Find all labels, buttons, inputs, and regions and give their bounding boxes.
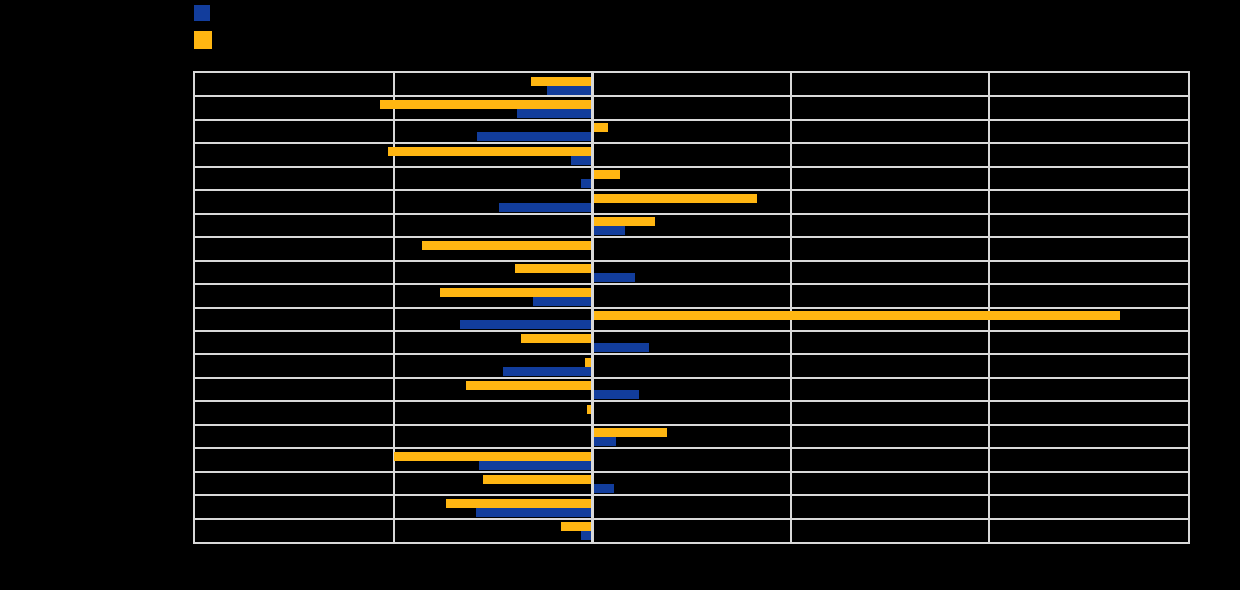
row-gridline — [195, 212, 1188, 215]
bar-yellow-row-8 — [421, 240, 591, 250]
row-gridline — [195, 259, 1188, 262]
bar-blue-row-18 — [593, 484, 614, 494]
bar-yellow-row-12 — [521, 334, 591, 344]
bar-blue-row-3 — [477, 132, 591, 142]
bar-blue-row-19 — [475, 507, 591, 517]
bar-blue-row-10 — [533, 296, 591, 306]
plot-area — [193, 71, 1190, 544]
bar-yellow-row-2 — [380, 99, 591, 109]
bar-yellow-row-11 — [593, 311, 1120, 320]
bar-yellow-row-3 — [593, 123, 608, 133]
bar-yellow-row-14 — [465, 381, 591, 391]
row-gridline — [195, 353, 1188, 356]
bar-blue-row-7 — [593, 226, 626, 236]
bar-yellow-row-20 — [560, 522, 591, 532]
row-gridline — [195, 95, 1188, 98]
legend-item-blue — [194, 5, 216, 21]
bar-yellow-row-17 — [394, 451, 591, 461]
bar-blue-row-16 — [593, 437, 616, 447]
legend-swatch-yellow-icon — [194, 31, 212, 49]
bar-blue-row-12 — [593, 343, 650, 353]
row-gridline — [195, 142, 1188, 145]
legend-swatch-blue-icon — [194, 5, 210, 21]
row-gridline — [195, 329, 1188, 332]
row-gridline — [195, 517, 1188, 520]
bar-blue-row-17 — [479, 460, 591, 470]
row-gridline — [195, 306, 1188, 309]
bar-blue-row-2 — [517, 108, 591, 118]
bar-yellow-row-5 — [593, 170, 620, 180]
bar-blue-row-14 — [593, 390, 640, 400]
bar-blue-row-1 — [547, 85, 591, 95]
row-gridline — [195, 470, 1188, 473]
row-gridline — [195, 423, 1188, 426]
bar-yellow-row-6 — [593, 193, 757, 203]
bar-blue-row-20 — [580, 531, 591, 541]
bar-blue-row-9 — [593, 273, 636, 283]
row-gridline — [195, 494, 1188, 497]
row-gridline — [195, 283, 1188, 286]
row-gridline — [195, 400, 1188, 403]
bar-blue-row-6 — [499, 202, 591, 212]
bar-yellow-row-19 — [445, 498, 591, 508]
bar-yellow-row-15 — [586, 404, 591, 414]
bar-blue-row-13 — [503, 366, 591, 376]
row-gridline — [195, 376, 1188, 379]
row-gridline — [195, 118, 1188, 121]
bar-blue-row-11 — [459, 320, 591, 329]
row-gridline — [195, 165, 1188, 168]
bar-yellow-row-10 — [439, 287, 591, 297]
bar-yellow-row-7 — [593, 217, 656, 227]
bar-yellow-row-13 — [584, 357, 591, 367]
bar-yellow-row-1 — [531, 76, 591, 86]
row-gridline — [195, 236, 1188, 239]
bar-blue-row-4 — [570, 155, 591, 165]
bar-yellow-row-9 — [515, 264, 591, 274]
row-gridline — [195, 189, 1188, 192]
bar-yellow-row-18 — [483, 475, 591, 485]
bar-blue-row-5 — [580, 179, 591, 189]
legend-item-yellow — [194, 31, 218, 49]
bar-yellow-row-4 — [388, 146, 591, 156]
bar-yellow-row-16 — [593, 428, 668, 438]
row-gridline — [195, 447, 1188, 450]
